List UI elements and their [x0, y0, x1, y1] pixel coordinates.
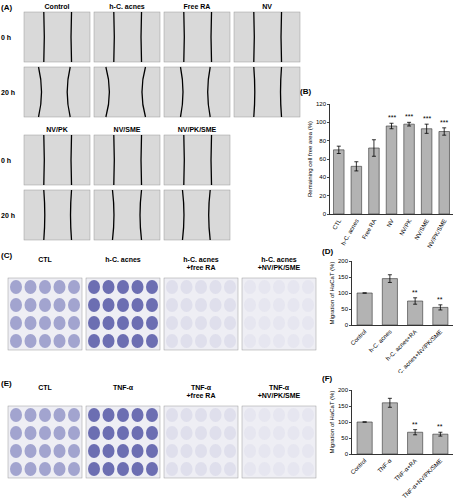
- svg-text:100: 100: [338, 419, 349, 425]
- svg-text:h-C. acnes+free RA: h-C. acnes+free RA: [183, 256, 219, 271]
- svg-text:***: ***: [405, 113, 413, 120]
- svg-text:TNF-α+free RA: TNF-α+free RA: [187, 384, 216, 399]
- svg-text:h-C. acnes: h-C. acnes: [105, 256, 141, 263]
- svg-text:NV/PK/SME: NV/PK/SME: [426, 218, 448, 249]
- svg-text:20: 20: [319, 193, 326, 199]
- svg-text:0: 0: [323, 211, 327, 217]
- svg-text:h-C. acnes+NV/PK/SME: h-C. acnes+NV/PK/SME: [393, 329, 443, 373]
- svg-text:**: **: [412, 421, 418, 428]
- svg-text:(D): (D): [322, 248, 333, 256]
- svg-text:0 h: 0 h: [1, 34, 11, 41]
- svg-text:150: 150: [338, 274, 349, 280]
- svg-text:TNF-α: TNF-α: [376, 457, 393, 474]
- svg-text:Free RA: Free RA: [184, 3, 211, 10]
- svg-text:CTL: CTL: [38, 256, 52, 263]
- svg-text:h-C. acnes+NV/PK/SME: h-C. acnes+NV/PK/SME: [258, 256, 301, 271]
- svg-text:Control: Control: [350, 458, 368, 476]
- svg-text:NV/PK/SME: NV/PK/SME: [178, 126, 217, 133]
- svg-text:***: ***: [388, 114, 396, 121]
- svg-text:TNF-α+NV/PK/SME: TNF-α+NV/PK/SME: [401, 458, 443, 500]
- svg-text:***: ***: [440, 119, 448, 126]
- svg-text:NV/SME: NV/SME: [114, 126, 141, 133]
- svg-text:Control: Control: [45, 3, 70, 10]
- svg-text:(B): (B): [300, 88, 311, 96]
- svg-text:h-C. acnes: h-C. acnes: [109, 3, 145, 10]
- svg-text:(A): (A): [1, 3, 12, 12]
- svg-text:Migration of HaCaT (%): Migration of HaCaT (%): [329, 391, 335, 454]
- svg-text:80: 80: [319, 138, 326, 144]
- svg-text:***: ***: [423, 115, 431, 122]
- svg-text:TNF-α: TNF-α: [113, 384, 134, 391]
- svg-text:h-C. acnes+RA: h-C. acnes+RA: [385, 329, 418, 362]
- svg-text:NV: NV: [262, 3, 272, 10]
- svg-text:20 h: 20 h: [1, 89, 15, 96]
- svg-text:50: 50: [341, 306, 348, 312]
- svg-text:**: **: [412, 289, 418, 296]
- svg-text:NV: NV: [386, 218, 395, 228]
- svg-text:50: 50: [341, 435, 348, 441]
- svg-text:0: 0: [345, 322, 349, 328]
- svg-text:40: 40: [319, 174, 326, 180]
- svg-text:**: **: [437, 296, 443, 303]
- svg-text:**: **: [437, 423, 443, 430]
- svg-text:Free RA: Free RA: [361, 218, 377, 240]
- svg-text:120: 120: [316, 101, 327, 107]
- svg-text:NV/SME: NV/SME: [413, 218, 430, 241]
- svg-text:Remaining cell free area (%): Remaining cell free area (%): [307, 121, 313, 197]
- svg-text:(F): (F): [322, 375, 333, 383]
- svg-text:20 h: 20 h: [1, 212, 15, 219]
- svg-text:NV/PK: NV/PK: [398, 218, 412, 237]
- svg-text:0: 0: [345, 451, 349, 457]
- svg-text:CTL: CTL: [331, 217, 342, 230]
- svg-text:150: 150: [338, 403, 349, 409]
- svg-text:TNF-α+NV/PK/SME: TNF-α+NV/PK/SME: [258, 384, 301, 399]
- svg-text:TNF-α+RA: TNF-α+RA: [393, 458, 418, 483]
- svg-text:60: 60: [319, 156, 326, 162]
- svg-text:(E): (E): [1, 379, 12, 388]
- svg-text:200: 200: [338, 258, 349, 264]
- svg-text:Control: Control: [350, 329, 368, 347]
- svg-text:(C): (C): [1, 251, 12, 260]
- svg-text:h-C. acnes: h-C. acnes: [368, 329, 393, 354]
- svg-text:Migration of HaCaT (%): Migration of HaCaT (%): [329, 262, 335, 325]
- svg-text:CTL: CTL: [38, 384, 52, 391]
- svg-text:0 h: 0 h: [1, 157, 11, 164]
- svg-text:NV/PK: NV/PK: [46, 126, 67, 133]
- svg-text:100: 100: [316, 119, 327, 125]
- svg-text:100: 100: [338, 290, 349, 296]
- svg-text:h-C. acnes: h-C. acnes: [340, 218, 360, 246]
- svg-text:200: 200: [338, 387, 349, 393]
